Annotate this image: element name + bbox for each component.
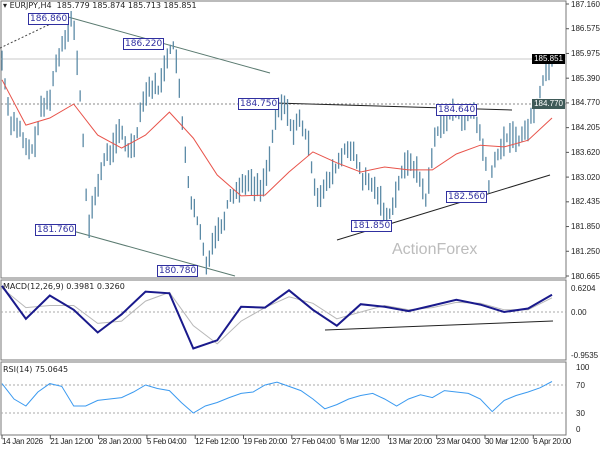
- time-axis-label: 27 Feb 04:00: [291, 437, 336, 446]
- price-panel-frame: [0, 0, 567, 279]
- time-axis-label: 5 Feb 04:00: [146, 437, 187, 446]
- time-axis-label: 6 Mar 12:00: [340, 437, 380, 446]
- price-axis-label: 181.250: [571, 246, 600, 256]
- macd-axis-label: 0.6204: [571, 283, 596, 293]
- rsi-axis-label: 70: [576, 380, 585, 390]
- level-price-tag: 184.770: [532, 99, 565, 109]
- price-axis-label: 185.975: [571, 48, 600, 58]
- price-axis-label: 182.435: [571, 197, 600, 207]
- swing-label: 184.640: [436, 104, 478, 116]
- ohlc-values: 185.779 185.874 185.713 185.851: [56, 1, 197, 10]
- price-axis-label: 181.850: [571, 222, 600, 232]
- time-axis-label: 19 Feb 20:00: [243, 437, 288, 446]
- price-axis-label: 184.205: [571, 123, 600, 133]
- time-axis-label: 30 Mar 12:00: [485, 437, 529, 446]
- time-axis-label: 13 Mar 20:00: [388, 437, 432, 446]
- price-axis-label: 183.620: [571, 147, 600, 157]
- rsi-panel-frame: [0, 361, 567, 436]
- rsi-line: [1, 381, 553, 414]
- swing-label: 186.220: [123, 38, 165, 50]
- channel-top-trendline[interactable]: [67, 16, 271, 74]
- price-axis-label: 180.665: [571, 271, 600, 281]
- swing-label: 184.750: [238, 98, 280, 110]
- macd-axis-label: 0.00: [571, 307, 587, 317]
- moving-average-line: [1, 79, 553, 197]
- price-bars: [1, 11, 553, 275]
- price-axis-label: 187.160: [571, 0, 600, 9]
- rsi-axis-label: 0: [576, 424, 581, 434]
- rsi-axis-label: 30: [576, 408, 585, 418]
- macd-signal-line: [1, 287, 553, 345]
- axis-ticks: [1, 3, 569, 439]
- swing-label: 186.860: [28, 13, 70, 25]
- macd-main-line: [1, 285, 553, 350]
- time-axis-label: 21 Jan 12:00: [50, 437, 93, 446]
- swing-label: 180.780: [157, 265, 199, 277]
- price-axis-label: 185.390: [571, 73, 600, 83]
- macd-axis-label: -0.9535: [571, 350, 599, 360]
- symbol-label: EURJPY,H4: [9, 1, 52, 10]
- time-axis-label: 6 Apr 20:00: [533, 437, 571, 446]
- time-axis-label: 28 Jan 20:00: [98, 437, 142, 446]
- rsi-axis-label: 100: [576, 362, 590, 372]
- watermark: ActionForex: [392, 241, 478, 258]
- current-price-tag: 185.851: [532, 54, 565, 64]
- swing-label: 181.850: [351, 220, 393, 232]
- macd-trendline[interactable]: [324, 320, 554, 331]
- time-axis-label: 12 Feb 12:00: [195, 437, 239, 446]
- macd-title: MACD(12,26,9) 0.3981 0.3260: [3, 282, 125, 291]
- swing-label: 181.760: [35, 224, 77, 236]
- time-axis-label: 23 Mar 04:00: [436, 437, 481, 446]
- price-axis-label: 183.020: [571, 172, 600, 182]
- chart-header: ▾ EURJPY,H4 185.779 185.874 185.713 185.…: [3, 1, 197, 10]
- rsi-title: RSI(14) 75.0645: [3, 365, 69, 374]
- swing-label: 182.560: [446, 191, 488, 203]
- price-axis-label: 184.770: [571, 98, 600, 108]
- time-axis-label: 14 Jan 2026: [2, 437, 43, 446]
- macd-panel-frame: [0, 279, 567, 361]
- price-axis-label: 186.575: [571, 24, 600, 34]
